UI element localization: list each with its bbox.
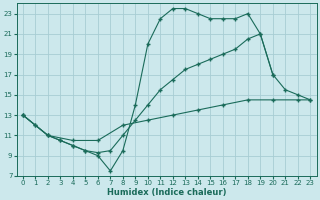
X-axis label: Humidex (Indice chaleur): Humidex (Indice chaleur) — [107, 188, 226, 197]
